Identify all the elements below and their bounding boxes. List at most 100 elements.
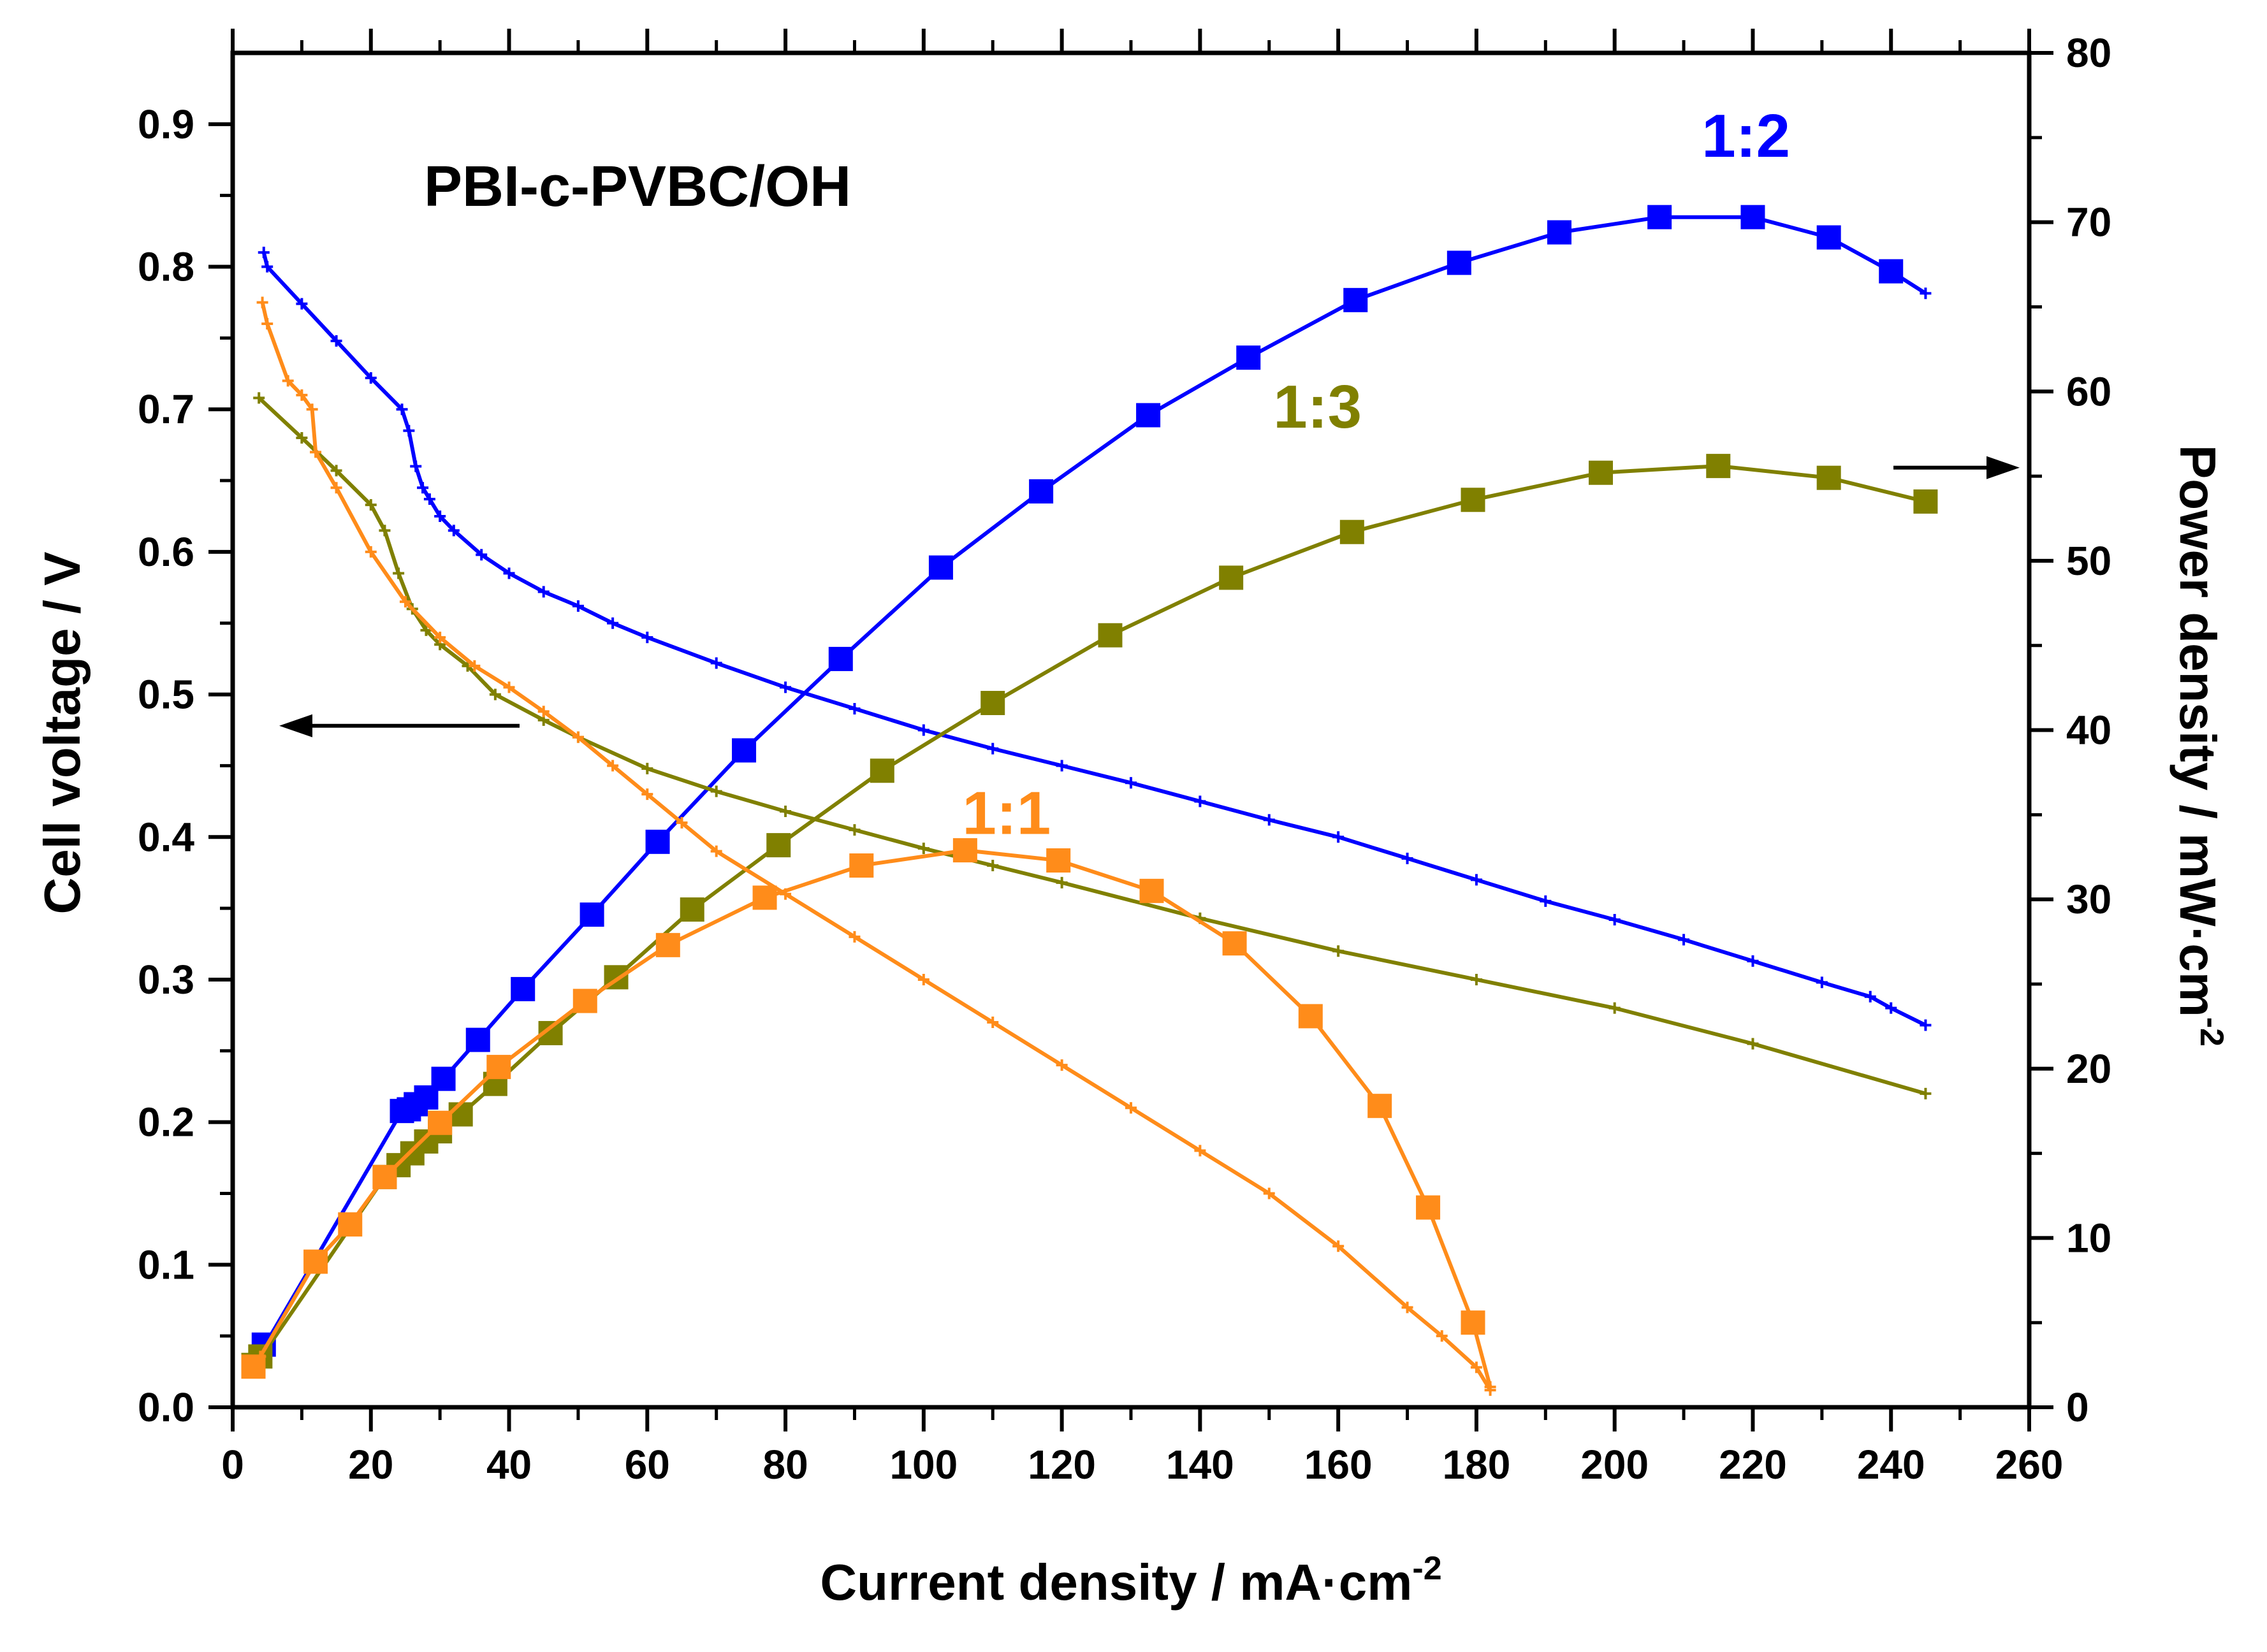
voltage-point	[448, 525, 460, 537]
power-point	[1298, 1004, 1323, 1029]
left-tick-label: 0.5	[138, 672, 194, 718]
voltage-point	[1885, 1002, 1897, 1014]
voltage-point	[1864, 990, 1876, 1003]
voltage-point	[917, 724, 929, 736]
voltage-point	[1056, 1059, 1068, 1071]
voltage-point	[641, 788, 653, 801]
voltage-point	[1920, 1087, 1932, 1099]
power-point	[1139, 878, 1164, 903]
voltage-point	[420, 624, 432, 636]
power-point	[870, 758, 894, 783]
right-tick-label: 30	[2066, 876, 2111, 922]
power-point	[732, 738, 757, 763]
right-tick-label: 80	[2066, 30, 2111, 76]
voltage-point	[1608, 914, 1621, 925]
x-tick-label: 60	[625, 1442, 670, 1488]
voltage-point	[410, 460, 422, 472]
voltage-point	[1920, 1019, 1932, 1031]
voltage-point	[1194, 1145, 1206, 1157]
right-tick-label: 40	[2066, 707, 2111, 753]
voltage-point	[1263, 814, 1275, 826]
voltage-line-1-3	[258, 396, 1927, 1096]
power-point	[1136, 403, 1161, 428]
power-point	[1589, 460, 1614, 485]
x-tick-label: 220	[1719, 1442, 1787, 1488]
voltage-point	[710, 785, 722, 797]
power-point	[465, 1027, 490, 1052]
right-tick-label: 0	[2066, 1384, 2089, 1430]
series-label-1-2: 1:2	[1702, 102, 1790, 170]
voltage-point	[296, 298, 308, 310]
x-tick-label: 20	[348, 1442, 393, 1488]
x-tick-label: 160	[1304, 1442, 1373, 1488]
voltage-point	[296, 389, 308, 401]
voltage-point	[423, 493, 435, 505]
voltage-point	[849, 702, 861, 714]
voltage-point	[1056, 876, 1068, 888]
power-point	[1219, 565, 1244, 590]
power-point	[849, 853, 874, 878]
power-point	[828, 646, 853, 671]
power-point	[580, 902, 604, 927]
right-tick-label: 20	[2066, 1046, 2111, 1092]
voltage-point	[1470, 874, 1482, 886]
power-point	[1461, 1310, 1485, 1335]
x-tick-label: 180	[1443, 1442, 1511, 1488]
voltage-point	[306, 403, 318, 416]
right-tick-label: 60	[2066, 368, 2111, 414]
voltage-point	[607, 760, 619, 772]
x-tick-label: 260	[1995, 1442, 2064, 1488]
chart-annotation-title: PBI-c-PVBC/OH	[424, 155, 851, 219]
power-point	[1816, 225, 1841, 250]
left-tick-label: 0.4	[138, 814, 194, 860]
power-point	[448, 1102, 473, 1127]
power-point	[1416, 1195, 1441, 1220]
voltage-point	[1678, 934, 1690, 946]
voltage-point	[572, 600, 584, 612]
voltage-point	[1401, 1301, 1413, 1314]
power-point	[1879, 259, 1904, 284]
voltage-point	[1608, 1002, 1621, 1014]
left-tick-label: 0.6	[138, 529, 194, 575]
power-point	[572, 989, 597, 1013]
plot-frame	[230, 50, 2032, 1410]
series-1-3: 1:3	[241, 373, 1938, 1377]
voltage-point	[537, 706, 550, 718]
voltage-point	[261, 318, 273, 330]
voltage-point	[1194, 795, 1206, 808]
voltage-point	[1747, 1038, 1759, 1050]
power-point	[486, 1055, 511, 1080]
x-tick-label: 140	[1166, 1442, 1234, 1488]
power-point	[1816, 465, 1841, 490]
left-tick-label: 0.0	[138, 1384, 194, 1430]
voltage-point	[469, 660, 481, 672]
power-point	[1029, 479, 1054, 504]
right-tick-label: 70	[2066, 199, 2111, 245]
voltage-point	[1332, 945, 1345, 957]
voltage-line-1-1	[260, 301, 1492, 1391]
voltage-point	[987, 1017, 999, 1029]
x-axis-title: Current density / mA·cm-2	[820, 1550, 1441, 1611]
voltage-point	[849, 824, 861, 836]
voltage-line-1-2	[261, 252, 1927, 1027]
voltage-point	[261, 261, 273, 273]
voltage-point	[1470, 973, 1482, 985]
voltage-point	[780, 681, 792, 693]
voltage-point	[1436, 1330, 1448, 1342]
series-label-1-3: 1:3	[1273, 373, 1362, 441]
voltage-point	[1747, 955, 1759, 967]
voltage-point	[503, 567, 515, 579]
voltage-point	[282, 375, 294, 387]
voltage-point	[489, 688, 501, 700]
voltage-point	[849, 931, 861, 943]
power-point	[1647, 205, 1672, 229]
power-point	[303, 1249, 328, 1274]
x-tick-label: 240	[1857, 1442, 1925, 1488]
power-point	[1339, 519, 1364, 544]
voltage-point	[258, 247, 270, 259]
series-label-1-1: 1:1	[963, 779, 1051, 847]
voltage-point	[399, 596, 411, 608]
voltage-point	[641, 762, 653, 774]
voltage-point	[365, 499, 377, 511]
voltage-point	[917, 843, 929, 855]
